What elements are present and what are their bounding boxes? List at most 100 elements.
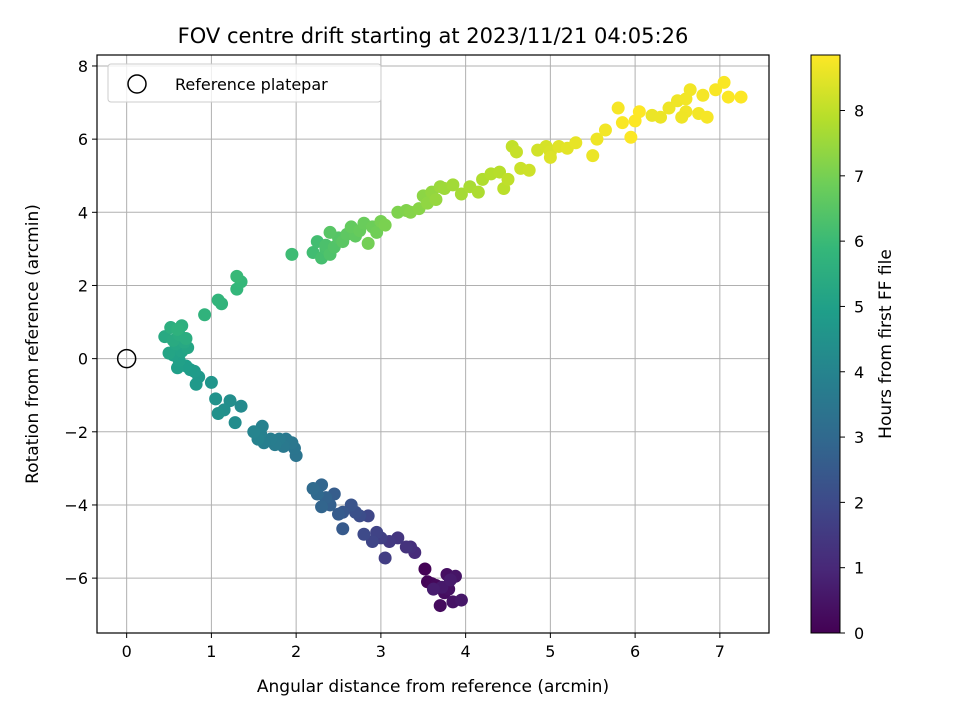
legend-box bbox=[107, 63, 382, 103]
y-tick-label: −2 bbox=[64, 423, 88, 442]
colorbar-tick-label: 2 bbox=[854, 493, 864, 512]
colorbar-tick-label: 6 bbox=[854, 232, 864, 251]
data-point bbox=[454, 593, 468, 607]
data-point bbox=[211, 293, 225, 307]
data-point bbox=[569, 136, 583, 150]
x-tick-label: 7 bbox=[715, 642, 725, 661]
data-point bbox=[426, 582, 440, 596]
legend-entry-reference-platepar: Reference platepar bbox=[175, 75, 328, 94]
reference-point bbox=[116, 348, 137, 369]
data-point bbox=[679, 92, 693, 106]
x-tick-label: 0 bbox=[122, 642, 132, 661]
data-point bbox=[198, 308, 212, 322]
data-point bbox=[306, 482, 320, 495]
data-point bbox=[429, 193, 443, 206]
data-point bbox=[365, 535, 379, 549]
x-tick-label: 4 bbox=[461, 642, 471, 661]
data-point bbox=[632, 105, 646, 119]
data-point bbox=[501, 172, 515, 186]
x-tick-label: 5 bbox=[545, 642, 555, 661]
y-tick-label: 2 bbox=[78, 276, 88, 295]
data-point bbox=[717, 75, 731, 89]
x-axis-label: Angular distance from reference (arcmin) bbox=[257, 677, 609, 697]
data-point bbox=[509, 145, 523, 159]
data-point bbox=[654, 110, 668, 124]
plot-frame bbox=[96, 54, 770, 634]
data-point bbox=[230, 269, 244, 283]
y-tick-label: 4 bbox=[78, 203, 88, 222]
colorbar-tick-label: 3 bbox=[854, 428, 864, 447]
data-point bbox=[211, 407, 225, 421]
data-point bbox=[332, 507, 346, 521]
data-point bbox=[361, 236, 375, 250]
data-point bbox=[586, 149, 600, 163]
x-tick-label: 2 bbox=[291, 642, 301, 661]
colorbar-tick-label: 4 bbox=[854, 363, 864, 382]
data-point bbox=[179, 332, 193, 346]
data-point bbox=[700, 110, 714, 124]
colorbar-tick-label: 0 bbox=[854, 624, 864, 643]
data-point bbox=[624, 130, 638, 144]
data-point bbox=[721, 90, 735, 104]
grid bbox=[97, 55, 769, 633]
data-point bbox=[399, 540, 413, 554]
data-point bbox=[204, 375, 218, 389]
data-point bbox=[522, 163, 536, 177]
data-point bbox=[285, 247, 299, 261]
data-point bbox=[209, 392, 223, 406]
data-point bbox=[611, 101, 625, 115]
data-point bbox=[370, 225, 384, 239]
data-point bbox=[446, 178, 460, 192]
y-tick-label: 8 bbox=[78, 57, 88, 76]
data-point bbox=[709, 83, 723, 97]
data-point bbox=[162, 346, 176, 360]
data-point bbox=[590, 132, 604, 146]
x-tick-label: 3 bbox=[376, 642, 386, 661]
colorbar-label: Hours from first FF file bbox=[876, 249, 896, 439]
y-axis-label: Rotation from reference (arcmin) bbox=[23, 204, 43, 484]
y-tick-label: −6 bbox=[64, 569, 88, 588]
data-point bbox=[378, 551, 392, 565]
colorbar-tick-label: 8 bbox=[854, 102, 864, 121]
data-point bbox=[615, 116, 629, 130]
data-point bbox=[418, 562, 432, 576]
x-tick-label: 6 bbox=[630, 642, 640, 661]
scatter-points bbox=[158, 75, 748, 613]
legend: Reference platepar bbox=[107, 63, 382, 103]
colorbar-tick-label: 5 bbox=[854, 297, 864, 316]
data-point bbox=[493, 165, 507, 179]
data-point bbox=[734, 90, 748, 104]
data-point bbox=[228, 416, 242, 430]
data-point bbox=[378, 218, 392, 232]
data-point bbox=[443, 573, 457, 587]
data-point bbox=[598, 123, 612, 137]
chart-title: FOV centre drift starting at 2023/11/21 … bbox=[178, 24, 689, 48]
data-point bbox=[234, 399, 248, 413]
colorbar-ticks: 0 1 2 3 4 5 6 7 8 bbox=[840, 102, 864, 643]
data-point bbox=[336, 522, 350, 536]
data-point bbox=[344, 498, 358, 512]
data-point bbox=[315, 500, 329, 514]
x-axis-ticks: 0 1 2 3 4 5 6 7 bbox=[122, 633, 725, 661]
legend-marker bbox=[127, 74, 147, 94]
colorbar: 0 1 2 3 4 5 6 7 8 Hours from first FF file bbox=[810, 54, 896, 643]
data-point bbox=[454, 187, 468, 201]
data-point bbox=[675, 110, 689, 124]
y-tick-label: −4 bbox=[64, 496, 88, 515]
data-point bbox=[247, 425, 261, 439]
colorbar-tick-label: 1 bbox=[854, 559, 864, 578]
y-axis-ticks: −6 −4 −2 0 2 4 6 8 bbox=[64, 57, 97, 588]
x-tick-label: 1 bbox=[206, 642, 216, 661]
data-point bbox=[543, 150, 557, 164]
y-tick-label: 6 bbox=[78, 130, 88, 149]
data-point bbox=[696, 88, 710, 102]
data-point bbox=[323, 225, 337, 239]
colorbar-gradient bbox=[810, 54, 841, 634]
data-point bbox=[471, 185, 485, 199]
data-point bbox=[357, 527, 371, 541]
data-point bbox=[662, 101, 676, 115]
colorbar-tick-label: 7 bbox=[854, 167, 864, 186]
data-point bbox=[189, 377, 203, 391]
